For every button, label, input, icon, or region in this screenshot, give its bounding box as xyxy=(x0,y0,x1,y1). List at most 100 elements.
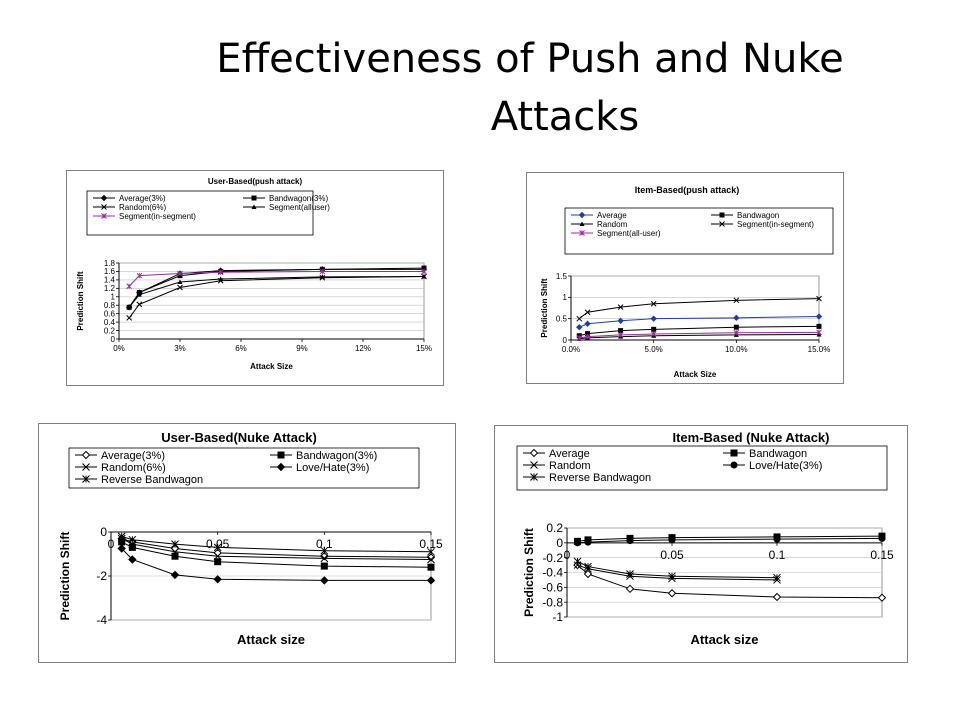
series-line xyxy=(577,560,778,579)
legend-label: Love/Hate(3%) xyxy=(749,460,822,472)
x-tick-label: 0.05 xyxy=(660,548,684,562)
data-point xyxy=(733,324,739,330)
series-line xyxy=(579,331,820,339)
series xyxy=(576,329,822,341)
x-tick-label: 9% xyxy=(296,344,308,353)
data-point xyxy=(584,562,592,571)
data-point xyxy=(421,274,427,279)
series xyxy=(126,268,427,290)
data-point xyxy=(171,552,179,560)
data-point xyxy=(171,547,179,556)
data-point xyxy=(650,315,657,322)
y-tick-label: 0.4 xyxy=(104,318,116,327)
chart-svg: Item-Based(push attack) Average Bandwagon R… xyxy=(540,185,834,379)
chart-legend: Average Bandwagon Random Segment(in-segment… xyxy=(564,207,834,255)
legend-item: Love/Hate(3%) xyxy=(723,460,822,472)
legend-marker xyxy=(579,221,585,226)
legend-label: Segment(alluser) xyxy=(269,203,330,212)
data-point xyxy=(668,536,676,544)
x-tick-label: 0 xyxy=(564,548,571,562)
slide-title-line1: Effectiveness of Push and Nuke xyxy=(216,36,844,82)
legend-item: Average(3%) xyxy=(93,194,166,203)
data-point xyxy=(816,323,822,329)
data-point xyxy=(772,592,782,602)
legend-label: Random(6%) xyxy=(119,203,166,212)
data-point xyxy=(126,315,133,321)
series xyxy=(574,534,886,547)
x-tick-label: 6% xyxy=(235,344,247,353)
legend-label: Reverse Bandwagon xyxy=(101,474,203,486)
data-point xyxy=(667,589,677,598)
plot-frame xyxy=(570,275,820,341)
data-point xyxy=(427,555,435,564)
data-point xyxy=(128,543,136,551)
data-point xyxy=(427,547,435,556)
legend-marker xyxy=(100,194,108,202)
data-point xyxy=(136,301,143,308)
y-tick-label: 0.8 xyxy=(104,301,116,310)
chart-svg: User-Based(push attack) Average(3%) Bandwa… xyxy=(76,177,432,371)
series-line xyxy=(578,298,820,320)
data-point xyxy=(651,326,657,332)
data-point xyxy=(815,313,823,320)
data-point xyxy=(576,315,583,322)
chart-legend: Average Bandwagon Random Love/Hate(3%) Rever… xyxy=(516,445,888,491)
chart-svg: User-Based(Nuke Attack) Average(3%) Bandwa… xyxy=(58,430,443,647)
y-tick-label: -0.8 xyxy=(542,595,563,609)
legend-marker xyxy=(730,449,738,457)
data-point xyxy=(177,270,183,277)
legend-marker xyxy=(251,195,257,201)
data-point xyxy=(214,558,222,566)
data-point xyxy=(320,562,328,570)
x-tick-label: 15.0% xyxy=(808,345,831,354)
y-tick-label: 0.2 xyxy=(546,521,563,535)
chart-user-based-push: User-Based(push attack) Average(3%) Bandwa… xyxy=(66,170,444,386)
legend-item: Bandwagon(3%) xyxy=(243,194,328,203)
legend-item: Average xyxy=(571,211,627,220)
legend-marker xyxy=(81,450,91,460)
data-point xyxy=(650,331,657,337)
legend-item: Random xyxy=(523,460,591,472)
data-point xyxy=(733,297,740,304)
data-point xyxy=(626,570,634,578)
x-tick-label: 0 xyxy=(108,537,115,551)
legend-marker xyxy=(277,451,285,459)
y-tick-label: 0 xyxy=(563,336,568,345)
y-tick-label: -0.4 xyxy=(542,566,563,580)
data-point xyxy=(668,572,676,581)
legend-marker xyxy=(719,221,725,227)
data-point xyxy=(126,304,132,310)
series-line xyxy=(577,564,883,599)
x-tick-label: 3% xyxy=(174,344,186,353)
x-tick-label: 15% xyxy=(416,344,432,353)
legend-item: Reverse Bandwagon xyxy=(523,472,651,484)
data-point xyxy=(136,272,143,279)
data-point xyxy=(217,269,224,276)
legend-box xyxy=(516,445,888,491)
data-point xyxy=(584,309,591,316)
data-point xyxy=(625,584,635,594)
legend-item: Segment(in-segment) xyxy=(711,220,814,229)
plot-area: 0 0.5 1 1.5 0.0% 5.0% 10.0% 15.0% xyxy=(556,272,830,354)
legend-label: Bandwagon xyxy=(737,211,779,220)
series xyxy=(573,560,887,602)
data-point xyxy=(584,320,591,327)
data-point xyxy=(773,535,781,543)
legend-label: Average xyxy=(597,211,627,220)
x-tick-label: 0.1 xyxy=(316,537,333,551)
data-point xyxy=(117,532,126,541)
y-tick-label: 0.6 xyxy=(104,309,116,318)
x-axis-label: Attack size xyxy=(691,632,759,647)
data-point xyxy=(576,323,583,331)
data-point xyxy=(177,284,183,291)
chart-title: User-Based(Nuke Attack) xyxy=(161,430,317,445)
data-point xyxy=(733,314,740,322)
y-axis-label: Prediction Shift xyxy=(76,271,85,330)
y-tick-label: 0.5 xyxy=(556,314,568,323)
legend-marker xyxy=(276,462,286,472)
data-point xyxy=(421,265,427,271)
x-tick-label: 0.15 xyxy=(870,548,894,562)
data-point xyxy=(319,274,325,279)
data-point xyxy=(117,544,126,553)
legend-marker xyxy=(530,461,538,469)
